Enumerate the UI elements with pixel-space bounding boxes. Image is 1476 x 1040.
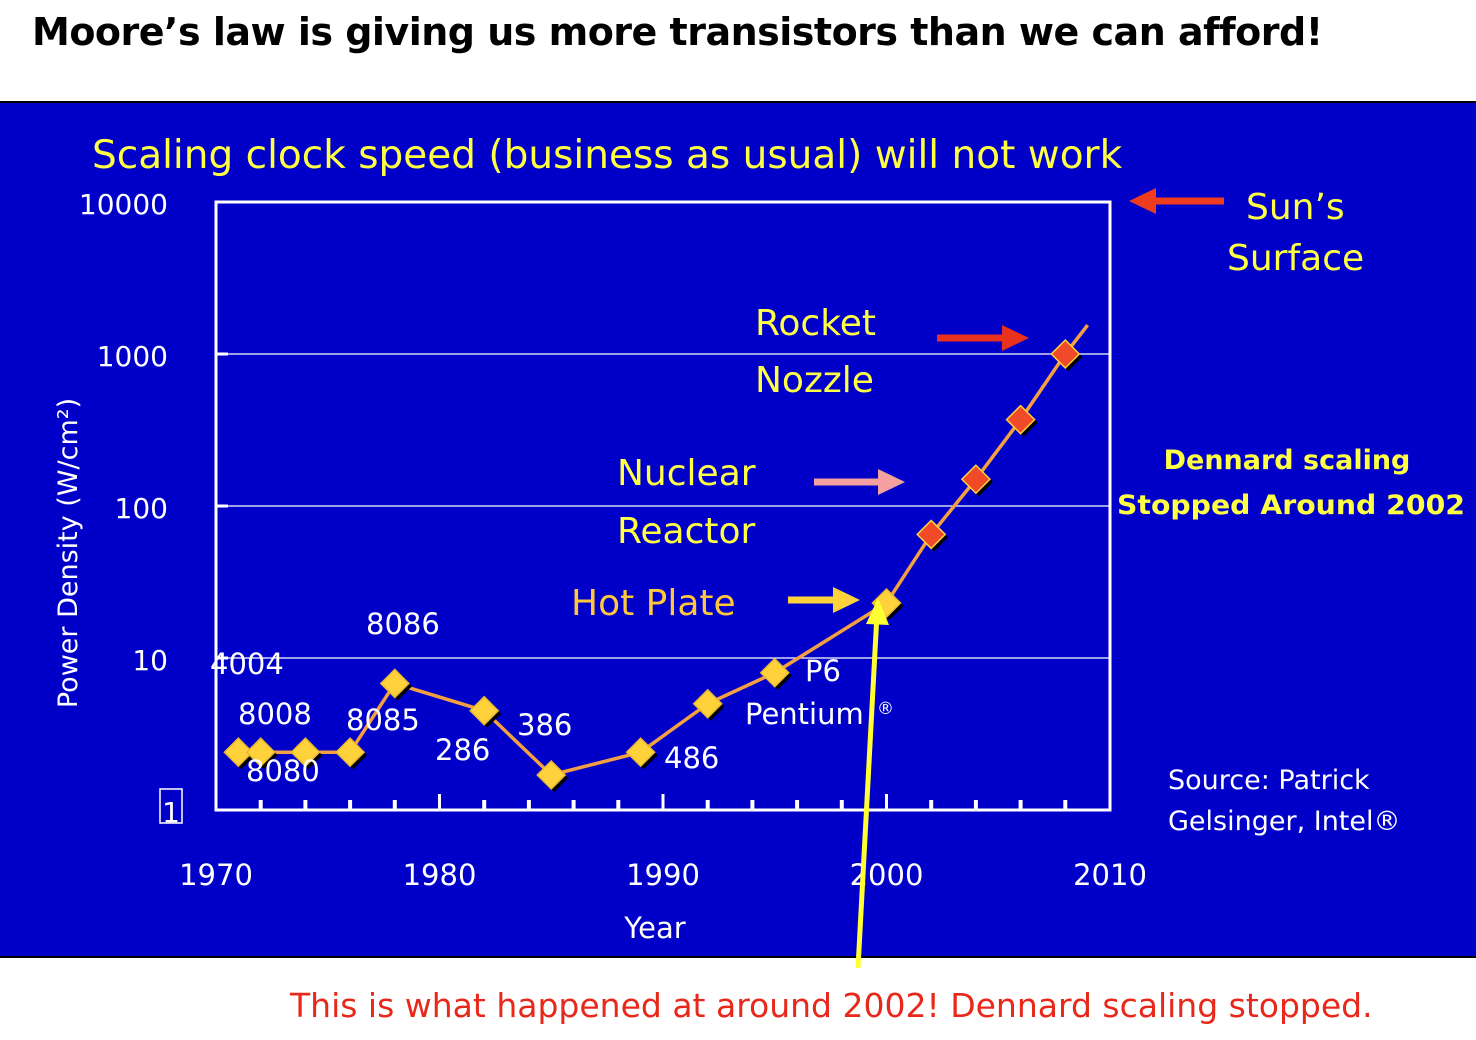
y-axis-label: Power Density (W/cm²): [53, 398, 84, 708]
series-line: [238, 323, 1090, 777]
dennard-note-line1: Dennard scaling: [1164, 445, 1411, 476]
x-tick-label-2010: 2010: [1073, 858, 1147, 892]
source-line2: Gelsinger, Intel®: [1168, 806, 1401, 837]
series-power-density: [238, 323, 1090, 777]
axis-ticks: [214, 200, 1112, 812]
marker-diamond: [916, 519, 947, 550]
arrow-suns-surface-head: [1129, 188, 1156, 214]
marker-diamond: [223, 737, 254, 768]
label-486: 486: [664, 741, 719, 775]
marker-2002: [916, 519, 949, 552]
annotation-hot-plate: Hot Plate: [571, 583, 736, 624]
y-tick-label-1: 1: [162, 796, 180, 829]
annotation-nuclear-line1: Nuclear: [617, 453, 756, 494]
annotation-rocket-line1: Rocket: [755, 303, 876, 344]
marker-diamond: [1005, 404, 1036, 435]
marker-1978-8085: [379, 668, 412, 701]
annotation-suns-surface-line1: Sun’s: [1246, 187, 1345, 228]
bottom-caption: This is what happened at around 2002! De…: [290, 986, 1373, 1025]
marker-1974-8080: [290, 737, 323, 770]
label-286: 286: [435, 733, 490, 767]
marker-1982-286: [469, 695, 502, 728]
marker-1972-8008: [245, 737, 278, 770]
marker-diamond: [759, 657, 790, 688]
chart-panel: [0, 101, 1476, 958]
chart-title: Scaling clock speed (business as usual) …: [92, 133, 1123, 178]
x-tick-label-1980: 1980: [403, 858, 477, 892]
annotation-rocket-line2: Nozzle: [755, 360, 874, 401]
marker-diamond: [469, 695, 500, 726]
marker-diamond: [290, 737, 321, 768]
y-tick-label-box: [159, 788, 183, 824]
y-tick-label-10000: 10000: [79, 188, 168, 221]
dennard-note-line2: Stopped Around 2002: [1117, 490, 1465, 521]
annotation-arrows: [788, 188, 1224, 613]
pointer-arrow-head: [866, 598, 889, 625]
slide-headline: Moore’s law is giving us more transistor…: [32, 10, 1323, 54]
data-markers: [223, 338, 1083, 792]
label-pentium: Pentium: [745, 697, 864, 731]
marker-1985-386: [536, 759, 569, 792]
marker-diamond: [335, 737, 366, 768]
label-pentium-mark: ®: [877, 699, 894, 719]
marker-diamond: [692, 688, 723, 719]
marker-2004: [960, 464, 993, 497]
source-line1: Source: Patrick: [1168, 765, 1370, 796]
y-tick-label-10: 10: [132, 644, 168, 677]
label-386: 386: [517, 708, 572, 742]
x-tick-label-1970: 1970: [179, 858, 253, 892]
label-8008: 8008: [238, 697, 312, 731]
annotation-nuclear-line2: Reactor: [617, 511, 756, 552]
x-axis-label: Year: [623, 911, 685, 945]
label-8086: 8086: [366, 607, 440, 641]
y-tick-label-1000: 1000: [97, 340, 168, 373]
marker-diamond: [245, 737, 276, 768]
pointer-arrow-to-2002: [855, 613, 880, 969]
y-tick-label-100: 100: [115, 492, 168, 525]
marker-diamond: [536, 759, 567, 791]
label-4004: 4004: [210, 647, 284, 681]
marker-1992: [692, 688, 725, 721]
marker-1989-486: [625, 737, 658, 770]
arrow-rocket-nozzle-head: [1002, 325, 1029, 351]
grid: [216, 353, 1110, 659]
y-tick-labels: 1 10 100 1000 10000: [79, 188, 183, 829]
x-tick-label-1990: 1990: [626, 858, 700, 892]
marker-1971-4004: [223, 737, 256, 770]
arrow-hot-plate-head: [833, 587, 860, 613]
marker-2008: [1050, 338, 1083, 371]
marker-diamond: [960, 464, 991, 495]
marker-diamond: [1050, 338, 1081, 370]
annotation-suns-surface-line2: Surface: [1227, 238, 1364, 279]
x-tick-labels: 1970 1980 1990 2000 2010: [179, 858, 1147, 892]
marker-2006: [1005, 404, 1038, 437]
marker-1995-P6: [759, 657, 792, 690]
marker-diamond: [379, 668, 410, 699]
label-p6: P6: [805, 654, 841, 688]
arrow-nuclear-reactor-head: [878, 469, 905, 495]
marker-1976: [335, 737, 368, 770]
label-8080: 8080: [246, 754, 320, 788]
label-8085: 8085: [346, 703, 420, 737]
point-labels: 4004 8008 8080 8085 8086 286 386 486 P6 …: [210, 607, 894, 788]
marker-diamond: [625, 737, 656, 768]
